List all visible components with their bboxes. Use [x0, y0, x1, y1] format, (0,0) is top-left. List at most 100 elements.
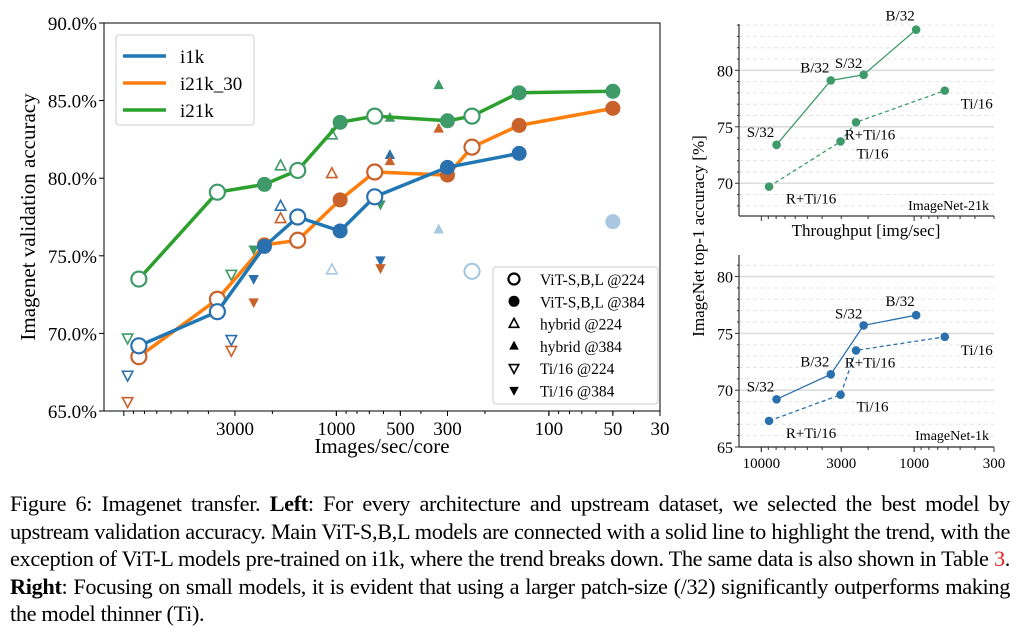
data-point-i1k — [366, 188, 384, 206]
data-point — [836, 137, 845, 146]
data-point-i21k-triangle-down — [121, 333, 135, 346]
x-tick-label: 3000 — [826, 456, 856, 472]
legend-marker-triangle-down — [509, 386, 519, 396]
x-tick-label: 3000 — [216, 419, 254, 440]
legend-marker-triangle-up — [507, 316, 521, 329]
x-tick-label: 50 — [603, 419, 622, 440]
data-point-i21k — [605, 83, 621, 99]
data-point-i21k_30 — [605, 100, 621, 116]
data-point-i1k-circle — [463, 262, 481, 280]
point-label: B/32 — [886, 294, 915, 310]
data-point-i21k_30-triangle-up — [384, 155, 396, 166]
panel-label-1k: ImageNet-1k — [915, 429, 989, 444]
y-tick-label: 65.0% — [48, 402, 97, 423]
figure: 65.0% 70.0% 75.0% 80.0% 85.0% 90.0% 3000 1000 50… — [16, 9, 1005, 472]
legend-marker-label: Ti/16 @384 — [540, 384, 615, 401]
x-tick-label: 300 — [433, 419, 462, 440]
caption-right-text: : Focusing on small models, it is eviden… — [10, 573, 1010, 627]
series-line-solid — [776, 314, 917, 400]
data-point-i1k-triangle-up — [433, 223, 444, 234]
data-point — [940, 86, 950, 95]
data-point-i21k_30 — [332, 192, 348, 208]
data-point-i1k — [511, 145, 527, 161]
legend-label: i1k — [180, 47, 205, 68]
data-point — [851, 346, 861, 355]
data-point-i1k-triangle-down — [224, 334, 238, 348]
data-point-i21k_30-triangle-up — [433, 122, 444, 133]
y-tick-label: 75 — [717, 326, 733, 343]
data-point — [836, 390, 845, 400]
point-label: R+Ti/16 — [786, 192, 837, 208]
data-point-i1k-triangle-up — [384, 149, 396, 159]
caption-mid: . — [1004, 546, 1011, 571]
right-bottom-chart: 65 70 75 80 10000 3000 1000 300 S/32 B/32 S/32 B/32… — [717, 255, 1005, 472]
left-ylabel: Imagenet validation accuracy — [16, 93, 40, 341]
caption-prefix: Figure 6: Imagenet transfer. — [10, 491, 270, 516]
legend-marker-label: hybrid @384 — [540, 339, 622, 356]
panel-label-21k: ImageNet-21k — [908, 199, 989, 214]
data-point-i21k_30 — [366, 163, 384, 181]
point-label: R+Ti/16 — [786, 426, 837, 442]
data-point-i21k_30-triangle-up — [274, 211, 288, 224]
series-line-dashed — [768, 336, 945, 422]
data-point-i1k-circle — [605, 214, 621, 230]
series-line-solid — [776, 29, 917, 146]
point-label: Ti/16 — [857, 146, 889, 162]
series-line-dashed — [768, 89, 946, 188]
point-label: B/32 — [800, 354, 829, 370]
legend-marker-triangle-down — [507, 363, 521, 376]
data-point-i21k_30 — [289, 231, 307, 249]
data-point-i21k — [332, 114, 348, 130]
data-point-i21k-triangle-down — [224, 269, 238, 282]
data-point-i1k-triangle-up — [274, 198, 288, 211]
right-top-xlabel: Throughput [img/sec] — [792, 221, 941, 240]
y-tick-label: 70 — [717, 383, 733, 400]
data-point — [826, 369, 836, 379]
data-point-i1k — [130, 337, 148, 355]
data-point-i1k-triangle-down — [248, 275, 259, 285]
data-point-i1k-triangle-up — [325, 262, 339, 275]
x-tick-label: 10000 — [743, 456, 781, 472]
legend-label: i21k — [180, 101, 214, 122]
right-ylabel: ImageNet top-1 accuracy [%] — [689, 135, 708, 337]
series-line-i21k_30 — [137, 106, 614, 359]
data-point-i1k-triangle-down — [375, 256, 386, 267]
x-tick-label: 1000 — [317, 419, 355, 440]
y-tick-label: 70.0% — [48, 324, 97, 345]
y-tick-label: 80 — [717, 270, 733, 287]
data-point — [859, 70, 868, 80]
data-point-i21k — [366, 107, 384, 125]
point-label: Ti/16 — [961, 343, 993, 359]
point-label: S/32 — [747, 379, 775, 395]
data-point — [911, 310, 921, 320]
caption-right-label: Right — [10, 573, 62, 599]
x-tick-label: 300 — [983, 456, 1006, 472]
data-point-i1k — [289, 208, 307, 226]
y-tick-label: 80.0% — [48, 169, 97, 190]
point-label: B/32 — [800, 60, 829, 76]
x-tick-label: 1000 — [899, 456, 929, 472]
data-point-i21k_30 — [463, 138, 481, 156]
point-label: R+Ti/16 — [845, 355, 896, 371]
point-label: B/32 — [886, 9, 915, 25]
data-point-i21k — [208, 183, 226, 201]
point-label: Ti/16 — [961, 97, 993, 113]
data-point-i21k_30-triangle-down — [375, 264, 386, 274]
point-label: R+Ti/16 — [845, 127, 896, 143]
data-point-i21k — [511, 85, 527, 101]
point-label: Ti/16 — [857, 400, 889, 416]
data-point-i1k-triangle-down — [121, 370, 135, 383]
data-point-i21k — [256, 176, 272, 192]
y-tick-label: 80 — [717, 63, 733, 80]
data-point-i21k-triangle-down — [248, 245, 259, 256]
y-tick-label: 75 — [717, 120, 733, 137]
data-point-i21k_30-triangle-down — [121, 396, 135, 410]
legend-marker-triangle-up — [509, 340, 519, 350]
table-reference-link[interactable]: 3 — [993, 546, 1005, 571]
y-tick-label: 70 — [717, 176, 733, 193]
legend-marker-label: ViT-S,B,L @384 — [540, 294, 645, 311]
point-label: S/32 — [747, 125, 775, 141]
point-label: S/32 — [835, 56, 863, 72]
legend-marker-circle — [508, 295, 520, 307]
data-point-i1k — [332, 223, 348, 239]
